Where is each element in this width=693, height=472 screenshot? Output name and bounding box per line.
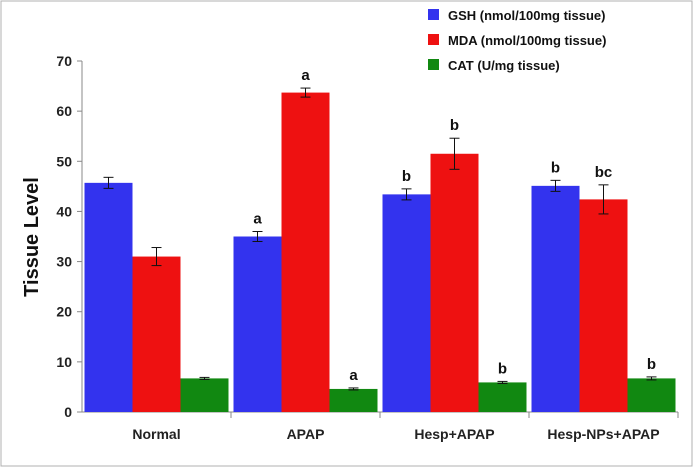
bars: a a a b b b b bc b [84,67,676,412]
category-label: Hesp-NPs+APAP [547,426,659,442]
significance-label: a [301,67,310,84]
significance-label: a [253,210,262,227]
y-tick-label: 70 [56,53,72,69]
significance-label: bc [595,164,613,181]
category-label: Hesp+APAP [414,426,494,442]
y-tick-label: 0 [64,404,72,420]
significance-label: b [450,117,459,134]
category-label: Normal [132,426,180,442]
bar [382,194,431,412]
y-tick-label: 30 [56,254,72,270]
bar [329,388,378,412]
bar [281,92,330,412]
legend-label: GSH (nmol/100mg tissue) [448,8,605,23]
bar [478,382,527,412]
legend-label: CAT (U/mg tissue) [448,58,560,73]
significance-label: b [551,159,560,176]
legend-swatch [428,59,439,70]
bar [84,182,133,412]
bar [627,378,676,412]
bar [233,236,282,412]
legend-swatch [428,9,439,20]
significance-label: b [402,168,411,185]
bar [180,378,229,412]
y-tick-label: 60 [56,103,72,119]
bar [430,153,479,412]
bar [132,256,181,412]
significance-label: b [498,360,507,377]
y-tick-label: 10 [56,354,72,370]
significance-label: a [349,367,358,384]
bar [531,185,580,412]
y-tick-label: 50 [56,153,72,169]
bar [579,199,628,412]
significance-label: b [647,356,656,373]
legend: GSH (nmol/100mg tissue) MDA (nmol/100mg t… [428,8,606,73]
legend-swatch [428,34,439,45]
legend-label: MDA (nmol/100mg tissue) [448,33,606,48]
y-axis-label: Tissue Level [21,177,43,297]
y-tick-label: 40 [56,203,72,219]
y-tick-label: 20 [56,304,72,320]
category-label: APAP [287,426,325,442]
